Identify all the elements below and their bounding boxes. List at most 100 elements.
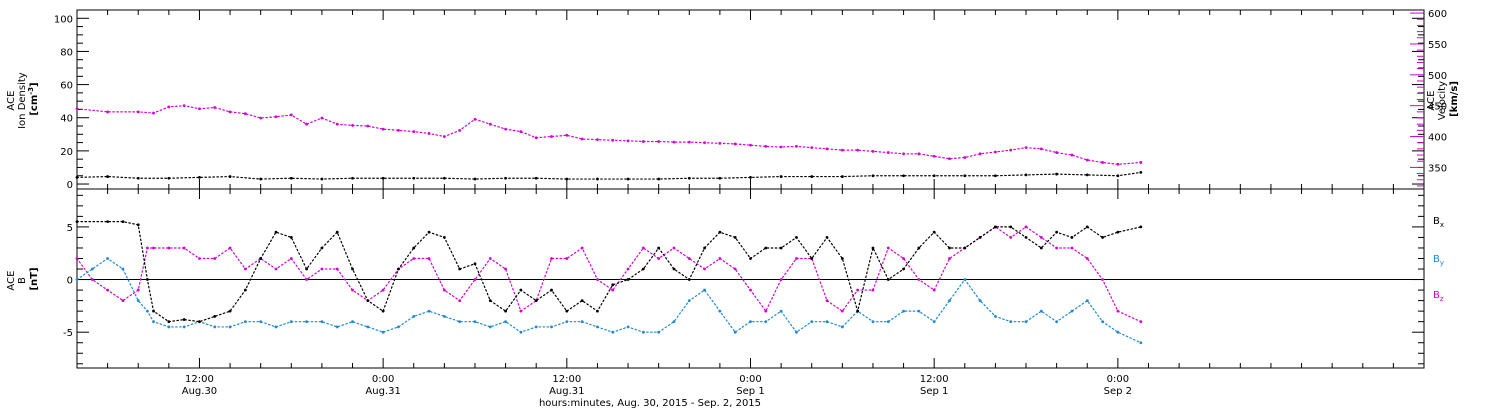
bz-point bbox=[75, 257, 79, 260]
b-field-tick-label: 5 bbox=[67, 223, 73, 234]
bx-point bbox=[733, 236, 737, 239]
velocity-point bbox=[840, 148, 844, 152]
density-point bbox=[749, 175, 752, 179]
velocity-tick-label: 450 bbox=[1428, 102, 1447, 113]
bz-point bbox=[504, 267, 507, 271]
time-tick-label: 12:00 bbox=[552, 374, 581, 385]
velocity-tick-label: 500 bbox=[1428, 71, 1447, 82]
legend-bx-sub: x bbox=[1440, 221, 1444, 229]
by-point bbox=[733, 330, 737, 334]
velocity-point bbox=[412, 130, 416, 133]
density-point bbox=[228, 175, 232, 178]
density-unit: [cm-3] bbox=[27, 82, 40, 115]
bx-point bbox=[351, 267, 354, 271]
bx-point bbox=[657, 246, 661, 250]
by-point bbox=[442, 315, 446, 318]
density-point bbox=[963, 174, 967, 178]
bx-point bbox=[886, 278, 890, 281]
density-point bbox=[106, 175, 110, 178]
by-point bbox=[305, 320, 309, 324]
velocity-point bbox=[703, 141, 706, 145]
velocity-point bbox=[1116, 162, 1120, 166]
date-tick-label: Aug.31 bbox=[549, 386, 584, 397]
velocity-tick-label: 600 bbox=[1428, 9, 1447, 20]
by-point bbox=[259, 320, 263, 324]
bx-point bbox=[106, 220, 110, 224]
legend-bx: Bx bbox=[1433, 216, 1444, 229]
bx-point bbox=[1009, 225, 1013, 229]
b-field-legend: Bx By Bz bbox=[1433, 216, 1444, 303]
bx-point bbox=[146, 278, 149, 281]
density-point bbox=[75, 175, 79, 179]
velocity-point bbox=[611, 138, 615, 142]
bz-line bbox=[76, 226, 1142, 323]
density-unit-close: ] bbox=[29, 82, 40, 87]
density-point bbox=[626, 177, 630, 181]
by-point bbox=[596, 325, 599, 329]
velocity-point bbox=[1139, 161, 1143, 164]
bz-point bbox=[657, 257, 661, 260]
by-point bbox=[106, 257, 110, 260]
by-point bbox=[840, 325, 844, 329]
velocity-point bbox=[886, 151, 890, 154]
velocity-point bbox=[779, 145, 783, 149]
velocity-point bbox=[1024, 146, 1028, 150]
bz-point bbox=[1116, 309, 1120, 313]
velocity-point bbox=[733, 142, 737, 146]
bx-point bbox=[519, 288, 523, 292]
velocity-point bbox=[1009, 148, 1013, 152]
velocity-point bbox=[795, 145, 798, 148]
by-point bbox=[1055, 320, 1059, 324]
velocity-tick-label: 550 bbox=[1428, 40, 1447, 51]
density-tick-label: 80 bbox=[60, 47, 73, 58]
velocity-point bbox=[320, 116, 324, 120]
bx-point bbox=[473, 262, 477, 266]
by-point bbox=[1139, 341, 1143, 345]
bz-point bbox=[596, 278, 599, 281]
by-point bbox=[1039, 309, 1043, 313]
density-title-line2: Ion Density bbox=[17, 72, 28, 129]
by-point bbox=[825, 320, 829, 324]
bz-point bbox=[718, 257, 722, 260]
density-title-line1: ACE bbox=[6, 91, 17, 111]
b-field-tick-label: 0 bbox=[67, 276, 73, 287]
time-tick-label: 0:00 bbox=[372, 374, 394, 385]
density-point bbox=[320, 177, 324, 181]
velocity-point bbox=[504, 127, 507, 131]
by-point bbox=[1009, 320, 1013, 324]
bx-point bbox=[687, 278, 691, 281]
bz-point bbox=[274, 267, 278, 271]
by-point bbox=[550, 325, 553, 329]
velocity-point bbox=[458, 128, 462, 132]
bz-point bbox=[488, 257, 492, 260]
bx-point bbox=[703, 246, 706, 250]
velocity-point bbox=[764, 145, 768, 148]
by-point bbox=[335, 325, 339, 329]
bz-point bbox=[1024, 225, 1028, 229]
bz-point bbox=[152, 246, 155, 250]
bz-point bbox=[1139, 320, 1143, 324]
bx-point bbox=[596, 309, 599, 313]
bx-point bbox=[825, 236, 829, 239]
by-point bbox=[779, 309, 783, 313]
legend-by-base: B bbox=[1433, 254, 1440, 265]
bx-point bbox=[611, 283, 615, 287]
bz-point bbox=[198, 257, 201, 260]
bx-point bbox=[121, 220, 125, 224]
by-point bbox=[351, 320, 354, 324]
by-point bbox=[795, 330, 798, 334]
velocity-point bbox=[335, 122, 339, 126]
density-point bbox=[657, 177, 661, 181]
bx-point bbox=[764, 246, 768, 250]
bz-point bbox=[580, 246, 584, 250]
bx-point bbox=[1116, 230, 1120, 234]
velocity-point bbox=[397, 128, 400, 132]
density-point bbox=[932, 174, 936, 178]
bx-point bbox=[381, 309, 385, 313]
bx-point bbox=[948, 246, 951, 250]
bx-point bbox=[75, 220, 79, 224]
velocity-point bbox=[550, 135, 553, 138]
velocity-point bbox=[243, 112, 247, 116]
by-point bbox=[289, 320, 293, 324]
